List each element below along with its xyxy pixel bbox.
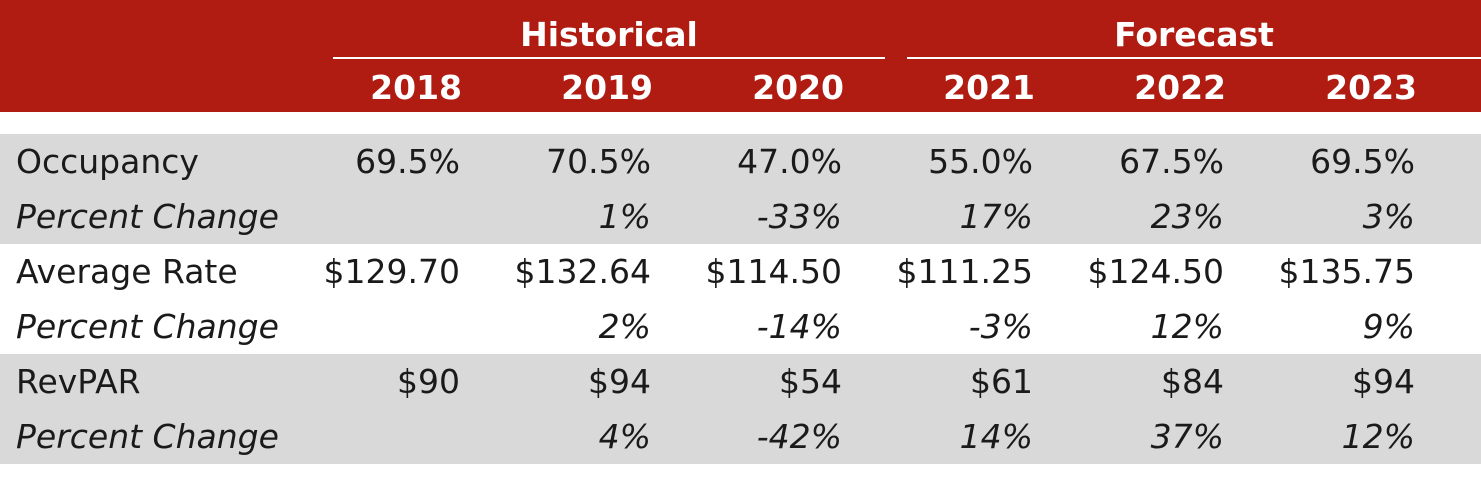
table-cell: $90 (397, 362, 460, 401)
table-cell: 3% (1362, 197, 1415, 236)
year-header-2020: 2020 (752, 68, 844, 107)
table-cell: 55.0% (928, 142, 1033, 181)
year-header-2019: 2019 (561, 68, 653, 107)
row-label: Percent Change (16, 417, 279, 456)
row-label: Percent Change (16, 307, 279, 346)
table-cell: $94 (588, 362, 651, 401)
table-row-average-rate: Average Rate $129.70 $132.64 $114.50 $11… (0, 244, 1481, 299)
table-row-revpar-change: Percent Change 4% -42% 14% 37% 12% (0, 409, 1481, 464)
table-cell: $61 (970, 362, 1033, 401)
table-cell: 69.5% (1310, 142, 1415, 181)
table-cell: $111.25 (896, 252, 1033, 291)
table-header: Historical Forecast 2018 2019 2020 2021 … (0, 0, 1481, 112)
table-cell: 9% (1362, 307, 1415, 346)
table-cell: 67.5% (1119, 142, 1224, 181)
table-cell: 23% (1150, 197, 1224, 236)
table-row-occupancy: Occupancy 69.5% 70.5% 47.0% 55.0% 67.5% … (0, 134, 1481, 189)
table-row-occupancy-change: Percent Change 1% -33% 17% 23% 3% (0, 189, 1481, 244)
table-cell: 1% (598, 197, 651, 236)
table-cell: $132.64 (514, 252, 651, 291)
year-header-2023: 2023 (1325, 68, 1417, 107)
forecast-underline (907, 57, 1481, 59)
table-cell (290, 189, 480, 244)
table-cell: $135.75 (1278, 252, 1415, 291)
table-cell: -3% (968, 307, 1033, 346)
historical-underline (333, 57, 885, 59)
table-cell: 14% (959, 417, 1033, 456)
table-cell: 47.0% (737, 142, 842, 181)
year-header-2018: 2018 (370, 68, 462, 107)
table-cell: $114.50 (705, 252, 842, 291)
table-cell: $129.70 (323, 252, 460, 291)
table-cell: $84 (1161, 362, 1224, 401)
year-header-2022: 2022 (1134, 68, 1226, 107)
table-cell: -33% (756, 197, 842, 236)
table-cell: 37% (1150, 417, 1224, 456)
table-cell: 4% (598, 417, 651, 456)
table-cell: 2% (598, 307, 651, 346)
table-cell: -14% (756, 307, 842, 346)
table-cell: 12% (1341, 417, 1415, 456)
forecast-group-label: Forecast (1114, 15, 1274, 54)
table-cell: -42% (756, 417, 842, 456)
historical-group-label: Historical (520, 15, 698, 54)
table-row-revpar: RevPAR $90 $94 $54 $61 $84 $94 (0, 354, 1481, 409)
table-cell: 12% (1150, 307, 1224, 346)
table-cell: 69.5% (355, 142, 460, 181)
table-cell (290, 299, 480, 354)
table-cell: $54 (779, 362, 842, 401)
table-row-average-rate-change: Percent Change 2% -14% -3% 12% 9% (0, 299, 1481, 354)
table-cell (290, 409, 480, 464)
table-cell: $124.50 (1087, 252, 1224, 291)
row-label: Average Rate (16, 252, 238, 291)
row-label: RevPAR (16, 362, 141, 401)
table-cell: $94 (1352, 362, 1415, 401)
row-label: Occupancy (16, 142, 199, 181)
row-label: Percent Change (16, 197, 279, 236)
table-cell: 70.5% (546, 142, 651, 181)
year-header-2021: 2021 (943, 68, 1035, 107)
table-cell: 17% (959, 197, 1033, 236)
